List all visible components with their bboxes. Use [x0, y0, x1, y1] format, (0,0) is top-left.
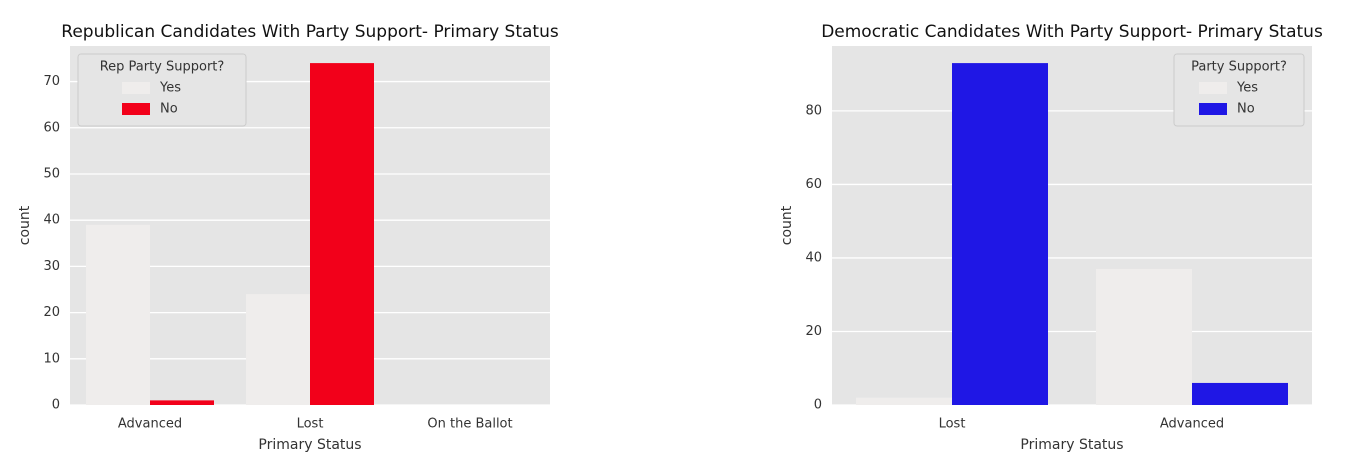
bar — [1192, 382, 1288, 405]
bar — [1096, 268, 1192, 405]
y-tick-label: 40 — [43, 213, 60, 228]
legend-label: No — [160, 102, 178, 117]
bar — [246, 294, 310, 405]
legend-swatch — [1199, 103, 1227, 115]
y-tick-label: 60 — [805, 177, 822, 192]
x-tick-label: Advanced — [118, 417, 182, 432]
legend-title: Rep Party Support? — [100, 60, 225, 75]
legend-title: Party Support? — [1191, 60, 1287, 75]
y-tick-label: 80 — [805, 103, 822, 118]
x-tick-label: Advanced — [1160, 417, 1224, 432]
legend-swatch — [122, 82, 150, 94]
y-tick-label: 70 — [43, 74, 60, 89]
y-tick-label: 0 — [52, 398, 60, 413]
y-tick-label: 30 — [43, 259, 60, 274]
y-tick-label: 20 — [805, 324, 822, 339]
x-axis-label: Primary Status — [258, 437, 361, 453]
y-tick-label: 10 — [43, 351, 60, 366]
chart-title: Republican Candidates With Party Support… — [61, 22, 559, 42]
legend-swatch — [1199, 82, 1227, 94]
bar — [310, 63, 374, 405]
bar — [150, 400, 214, 405]
y-tick-label: 60 — [43, 120, 60, 135]
y-tick-label: 40 — [805, 250, 822, 265]
bar — [952, 63, 1048, 405]
y-tick-label: 50 — [43, 166, 60, 181]
legend-label: No — [1237, 102, 1255, 117]
bar — [86, 224, 150, 405]
legend-label: Yes — [1236, 81, 1258, 96]
legend-label: Yes — [159, 81, 181, 96]
y-tick-label: 20 — [43, 305, 60, 320]
chart-title: Democratic Candidates With Party Support… — [821, 22, 1323, 42]
legend-box — [77, 53, 247, 127]
y-axis-label: count — [17, 205, 33, 245]
y-tick-label: 0 — [814, 398, 822, 413]
x-tick-label: Lost — [297, 417, 324, 432]
x-tick-label: On the Ballot — [427, 417, 512, 432]
legend-swatch — [122, 103, 150, 115]
x-tick-label: Lost — [939, 417, 966, 432]
bar — [856, 397, 952, 405]
x-axis-label: Primary Status — [1020, 437, 1123, 453]
y-axis-label: count — [779, 205, 795, 245]
